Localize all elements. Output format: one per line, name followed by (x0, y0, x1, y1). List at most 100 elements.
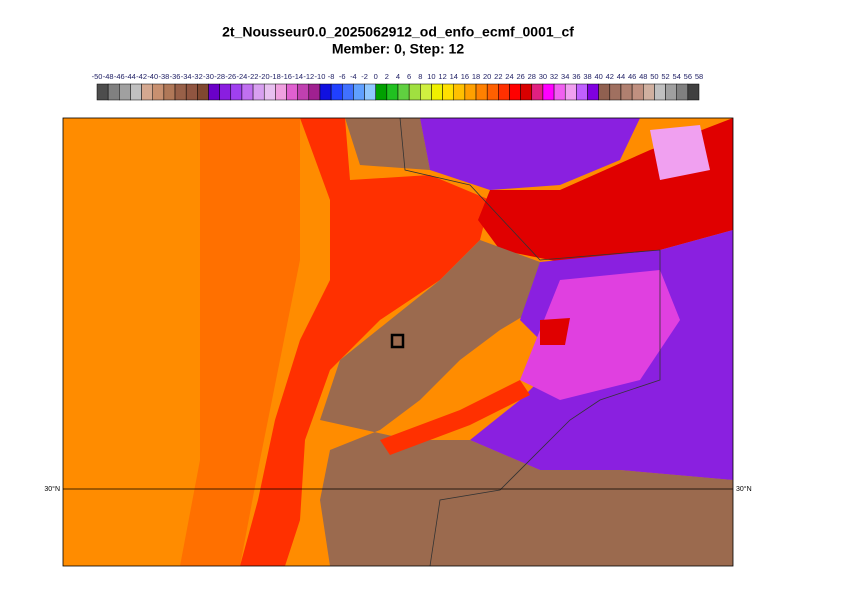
color-swatch (230, 83, 243, 101)
legend-tick-label: 10 (427, 72, 435, 81)
color-swatch (208, 83, 220, 101)
color-swatch (107, 83, 120, 101)
legend-tick-label: -2 (361, 72, 368, 81)
color-swatch (286, 83, 298, 101)
color-swatch (152, 83, 165, 101)
legend-tick-label: -38 (158, 72, 169, 81)
color-swatch (420, 83, 432, 101)
color-swatch (96, 83, 109, 101)
legend-tick-label: -34 (181, 72, 192, 81)
color-swatch (486, 83, 499, 101)
title: 2t_Nousseur0.0_2025062912_od_enfo_ecmf_0… (222, 24, 574, 40)
color-swatch (275, 83, 287, 101)
patch (650, 125, 710, 180)
legend-tick-label: -36 (170, 72, 181, 81)
legend-tick-label: 22 (494, 72, 502, 81)
legend-tick-label: -44 (125, 72, 136, 81)
color-swatch (587, 83, 599, 101)
legend-tick-label: -4 (350, 72, 357, 81)
legend-tick-label: 30 (539, 72, 547, 81)
legend-tick-label: 0 (374, 72, 378, 81)
legend-tick-label: 32 (550, 72, 558, 81)
mountain-band (380, 380, 530, 455)
legend-tick-label: -16 (281, 72, 292, 81)
color-swatch (342, 83, 354, 101)
legend-tick-label: 26 (516, 72, 524, 81)
warm-ocean (180, 118, 300, 566)
color-swatch (163, 83, 176, 101)
hot-spot (540, 318, 570, 345)
legend-tick-label: 42 (606, 72, 614, 81)
color-swatch (598, 83, 611, 101)
legend-tick-label: 46 (628, 72, 636, 81)
color-swatch (553, 83, 566, 101)
color-swatch (453, 83, 466, 101)
legend-tick-label: -8 (328, 72, 335, 81)
legend-tick-label: 38 (583, 72, 591, 81)
legend-tick-label: 20 (483, 72, 491, 81)
legend-tick-label: -6 (339, 72, 346, 81)
color-swatch (241, 83, 254, 101)
color-swatch (174, 83, 187, 101)
color-swatch (185, 83, 198, 101)
subtitle: Member: 0, Step: 12 (332, 41, 464, 57)
color-swatch (687, 83, 700, 101)
legend-tick-label: 44 (617, 72, 625, 81)
color-swatch (609, 83, 622, 101)
coastal-band (240, 118, 490, 566)
color-swatch (119, 83, 131, 101)
color-swatch (308, 83, 321, 101)
legend-tick-label: -22 (248, 72, 259, 81)
legend-tick-label: -48 (103, 72, 114, 81)
legend-tick-label: 34 (561, 72, 569, 81)
color-swatch (498, 83, 510, 101)
color-swatch (564, 83, 577, 101)
legend-tick-label: 40 (594, 72, 602, 81)
color-swatch (252, 83, 265, 101)
legend-tick-label: -32 (192, 72, 203, 81)
legend-tick-label: -28 (214, 72, 225, 81)
legend-tick-label: -50 (92, 72, 103, 81)
color-swatch (654, 83, 666, 101)
color-swatch (141, 83, 153, 101)
color-swatch (631, 83, 644, 101)
legend-tick-label: -26 (225, 72, 236, 81)
color-swatch (442, 83, 454, 101)
colorbar: -50 -48 -46 -44 -42 -40 -38 -36 -34 -32 -30 -28 -26-… (92, 72, 703, 101)
color-swatch (330, 83, 343, 101)
legend-tick-label: -12 (303, 72, 314, 81)
color-swatch (130, 83, 142, 101)
legend-tick-label: -40 (147, 72, 158, 81)
legend-tick-label: 28 (528, 72, 536, 81)
color-swatch (620, 83, 633, 101)
legend-tick-label: 6 (407, 72, 411, 81)
land (320, 240, 733, 566)
legend-tick-label: 58 (695, 72, 703, 81)
lat-label: 30°N (44, 485, 60, 493)
color-swatch (643, 83, 655, 101)
color-swatch (408, 83, 421, 101)
color-swatch (464, 83, 477, 101)
legend-tick-label: 52 (661, 72, 669, 81)
color-swatch (542, 83, 555, 101)
legend-tick-label: -30 (203, 72, 214, 81)
legend-tick-label: 4 (396, 72, 400, 81)
legend-tick-label: -46 (114, 72, 125, 81)
legend-tick-label: -42 (136, 72, 147, 81)
color-swatch (375, 83, 388, 101)
color-swatch (676, 83, 689, 101)
color-swatch (475, 83, 488, 101)
color-swatch (353, 83, 365, 101)
color-swatch (431, 83, 443, 101)
color-swatch (319, 83, 332, 101)
legend-tick-label: 24 (505, 72, 513, 81)
legend-tick-label: 18 (472, 72, 480, 81)
color-swatch (197, 83, 209, 101)
legend-tick-label: -18 (270, 72, 281, 81)
land-north (345, 118, 430, 170)
color-swatch (509, 83, 521, 101)
legend-tick-label: 36 (572, 72, 580, 81)
legend-tick-label: 50 (650, 72, 658, 81)
legend-tick-label: -20 (259, 72, 270, 81)
